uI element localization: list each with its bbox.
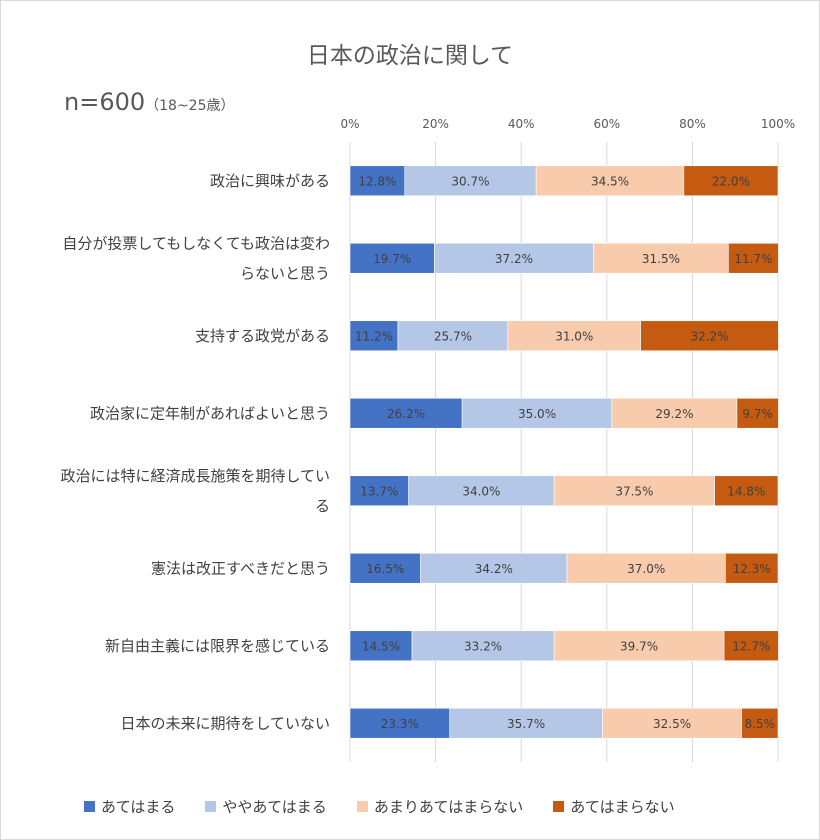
data-label: 37.2%	[495, 252, 533, 266]
legend-item: あまりあてはまらない	[356, 796, 524, 817]
legend-swatch	[356, 801, 368, 812]
category-label: 新自由主義には限界を感じている	[105, 637, 330, 655]
legend-label: あまりあてはまらない	[373, 798, 524, 816]
bar-segment	[349, 552, 421, 584]
data-label: 11.2%	[355, 329, 393, 343]
legend-item: あてはまる	[84, 796, 175, 817]
x-tick-label: 20%	[422, 117, 449, 131]
data-label: 31.0%	[555, 329, 593, 343]
x-tick-label: 100%	[761, 117, 795, 131]
legend-label: ややあてはまる	[222, 798, 327, 816]
category-label: 政治家に定年制があればよいと思う	[90, 404, 330, 422]
category-label: 政治には特に経済成長施策を期待してい	[60, 467, 330, 485]
legend-item: あてはまらない	[553, 796, 675, 817]
data-label: 35.7%	[507, 717, 545, 731]
category-label: 政治に興味がある	[210, 172, 330, 190]
bar-segment	[449, 707, 603, 739]
x-tick-label: 80%	[679, 117, 706, 131]
category-label: らないと思う	[240, 264, 330, 282]
data-label: 12.8%	[358, 174, 396, 188]
chart-legend: あてはまる ややあてはまる あまりあてはまらない あてはまらない	[84, 796, 675, 817]
data-label: 12.3%	[733, 562, 771, 576]
bar-segment	[349, 475, 409, 507]
data-label: 34.2%	[475, 562, 513, 576]
category-label: 日本の未来に期待をしていない	[120, 714, 330, 732]
data-label: 16.5%	[366, 562, 404, 576]
data-label: 11.7%	[734, 252, 772, 266]
data-label: 22.0%	[712, 174, 750, 188]
data-label: 25.7%	[434, 329, 472, 343]
bar-segment	[741, 707, 779, 739]
bar-segment	[408, 475, 555, 507]
data-label: 12.7%	[732, 639, 770, 653]
sample-size-value: n=600	[64, 88, 146, 116]
data-label: 37.0%	[627, 562, 665, 576]
legend-label: あてはまる	[101, 798, 176, 816]
bar-segment	[640, 320, 779, 352]
bar-segment	[553, 475, 715, 507]
x-tick-label: 60%	[593, 117, 620, 131]
bar-segment	[349, 242, 435, 274]
data-label: 30.7%	[451, 174, 489, 188]
bar-segment	[535, 165, 685, 197]
bar-segment	[507, 320, 641, 352]
bar-segment	[683, 165, 779, 197]
data-label: 8.5%	[745, 717, 776, 731]
bar-segment	[349, 397, 463, 429]
data-label: 19.7%	[373, 252, 411, 266]
data-label: 33.2%	[464, 639, 502, 653]
data-label: 9.7%	[742, 407, 773, 421]
legend-swatch	[553, 801, 565, 812]
data-label: 34.5%	[591, 174, 629, 188]
data-label: 29.2%	[655, 407, 693, 421]
bar-segment	[461, 397, 613, 429]
bar-segment	[397, 320, 509, 352]
bar-segment	[566, 552, 726, 584]
category-label: る	[315, 497, 330, 515]
legend-swatch	[84, 801, 95, 812]
bar-segment	[553, 630, 725, 662]
category-label: 自分が投票してもしなくても政治は変わ	[62, 234, 330, 252]
x-tick-label: 0%	[340, 117, 359, 131]
bar-segment	[349, 707, 451, 739]
data-label: 14.8%	[727, 484, 765, 498]
bar-segment	[725, 552, 779, 584]
data-label: 32.2%	[690, 329, 728, 343]
bar-segment	[723, 630, 779, 662]
data-label: 34.0%	[462, 484, 500, 498]
data-label: 14.5%	[362, 639, 400, 653]
x-tick-label: 40%	[508, 117, 535, 131]
data-label: 26.2%	[387, 407, 425, 421]
bar-segment	[434, 242, 594, 274]
bar-segment	[593, 242, 729, 274]
legend-label: あてはまらない	[570, 798, 675, 816]
chart-title: 日本の政治に関して	[306, 43, 514, 69]
bar-segment	[728, 242, 779, 274]
category-label: 支持する政党がある	[195, 327, 330, 345]
category-label: 憲法は改正すべきだと思う	[151, 559, 330, 577]
sample-size-label: n=600（18~25歳）	[64, 88, 235, 116]
data-label: 32.5%	[653, 717, 691, 731]
legend-item: ややあてはまる	[205, 796, 327, 817]
bar-segment	[736, 397, 779, 429]
legend-swatch	[205, 801, 217, 812]
bar-segment	[349, 165, 406, 197]
data-label: 35.0%	[518, 407, 556, 421]
data-label: 23.3%	[381, 717, 419, 731]
data-label: 39.7%	[620, 639, 658, 653]
bar-segment	[611, 397, 738, 429]
bar-segment	[349, 320, 399, 352]
bar-segment	[714, 475, 779, 507]
data-label: 31.5%	[642, 252, 680, 266]
data-label: 37.5%	[615, 484, 653, 498]
data-label: 13.7%	[360, 484, 398, 498]
sample-age-range: （18~25歳）	[145, 98, 235, 114]
